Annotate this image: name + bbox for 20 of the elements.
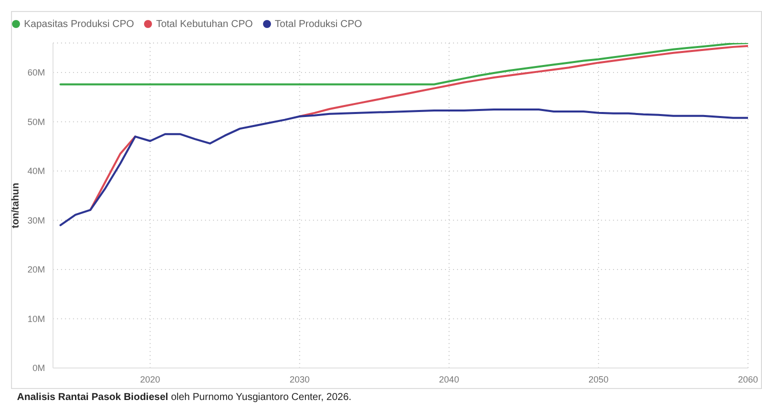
y-axis-title: ton/tahun: [10, 182, 22, 228]
legend-label: Total Produksi CPO: [274, 19, 362, 30]
x-tick-label: 2030: [290, 374, 310, 384]
y-tick-label: 40M: [27, 166, 45, 176]
text: oleh Purnomo Yusgiantoro Center, 2026.: [170, 392, 352, 403]
text: Analisis Rantai Pasok Biodiesel: [17, 392, 168, 403]
legend-label: Total Kebutuhan CPO: [156, 19, 253, 30]
legend-label: Kapasitas Produksi CPO: [24, 19, 134, 30]
y-tick-label: 60M: [27, 68, 45, 78]
y-tick-label: 20M: [27, 264, 45, 275]
x-tick-label: 2050: [588, 374, 609, 384]
y-tick-label: 30M: [27, 215, 45, 226]
line-series: [59, 43, 748, 86]
x-tick-label: 2020: [140, 374, 160, 384]
y-tick-label: 0M: [32, 363, 45, 374]
line-series: [59, 108, 748, 226]
y-tick-label: 50M: [27, 116, 45, 127]
y-tick-label: 10M: [27, 314, 45, 324]
x-tick-label: 2040: [439, 374, 460, 384]
x-tick-label: 2060: [738, 374, 758, 384]
